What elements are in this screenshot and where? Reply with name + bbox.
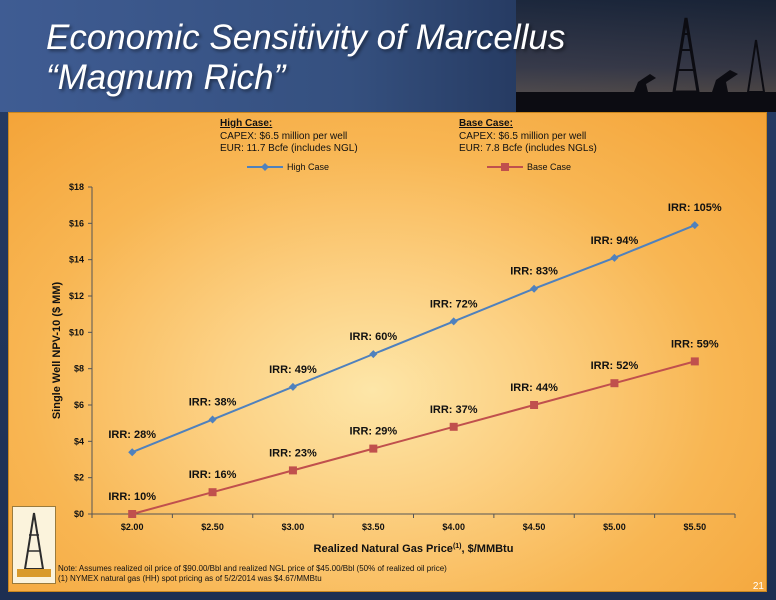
y-tick-label: $0 xyxy=(74,509,84,519)
base-case-capex: CAPEX: $6.5 million per well xyxy=(459,130,587,142)
y-axis-title: Single Well NPV-10 ($ MM) xyxy=(51,282,63,420)
chart-notes: Note: Assumes realized oil price of $90.… xyxy=(58,564,447,584)
legend-marker-base xyxy=(487,163,523,171)
note-line-1: Note: Assumes realized oil price of $90.… xyxy=(58,564,447,573)
data-point-base xyxy=(690,357,699,366)
data-point-base xyxy=(530,401,539,409)
y-tick-label: $6 xyxy=(74,400,84,410)
oil-rig-photo xyxy=(516,0,776,112)
data-point-high xyxy=(610,253,619,262)
data-point-base xyxy=(610,379,619,388)
data-point-high xyxy=(128,448,137,457)
x-tick-label: $2.00 xyxy=(121,522,144,532)
irr-label-high: IRR: 105% xyxy=(668,202,722,214)
high-case-info: High Case: CAPEX: $6.5 million per well … xyxy=(220,118,358,156)
legend-label-high: High Case xyxy=(287,162,330,172)
data-point-base xyxy=(449,422,458,431)
data-point-base xyxy=(369,444,378,453)
x-tick-label: $3.00 xyxy=(282,522,305,532)
irr-label-high: IRR: 28% xyxy=(108,429,156,441)
y-tick-label: $18 xyxy=(69,182,84,192)
base-case-header: Base Case: xyxy=(459,118,513,129)
data-point-high xyxy=(288,382,297,391)
company-logo xyxy=(12,506,56,584)
irr-label-base: IRR: 44% xyxy=(510,382,558,394)
high-case-header: High Case: xyxy=(220,118,273,129)
irr-label-base: IRR: 23% xyxy=(269,447,317,459)
data-point-high xyxy=(449,317,458,326)
series-line-base xyxy=(131,360,696,515)
page-number: 21 xyxy=(752,581,764,592)
data-point-base xyxy=(208,488,217,497)
high-case-eur: EUR: 11.7 Bcfe (includes NGL) xyxy=(220,143,358,154)
data-point-base xyxy=(288,466,297,475)
irr-label-base: IRR: 52% xyxy=(591,360,639,372)
data-point-high xyxy=(369,350,378,359)
irr-label-base: IRR: 29% xyxy=(349,426,397,438)
x-tick-label: $4.50 xyxy=(523,522,546,532)
note-line-2: (1) NYMEX natural gas (HH) spot pricing … xyxy=(58,574,322,583)
data-point-high xyxy=(690,221,699,230)
irr-label-high: IRR: 72% xyxy=(430,298,478,310)
x-axis-title: Realized Natural Gas Price(1), $/MMBtu xyxy=(314,543,514,555)
irr-label-base: IRR: 16% xyxy=(189,469,237,481)
data-point-high xyxy=(530,284,539,293)
y-tick-label: $10 xyxy=(69,327,84,337)
x-tick-label: $3.50 xyxy=(362,522,385,532)
high-case-capex: CAPEX: $6.5 million per well xyxy=(220,130,348,142)
irr-label-high: IRR: 83% xyxy=(510,266,558,278)
legend-marker-high xyxy=(247,163,283,171)
legend-label-base: Base Case xyxy=(527,162,572,172)
x-tick-label: $2.50 xyxy=(201,522,224,532)
y-tick-label: $4 xyxy=(74,436,84,446)
irr-label-base: IRR: 37% xyxy=(430,404,478,416)
x-tick-label: $5.00 xyxy=(603,522,626,532)
base-case-info: Base Case: CAPEX: $6.5 million per well … xyxy=(459,118,597,156)
y-tick-label: $2 xyxy=(74,473,84,483)
x-tick-label: $4.00 xyxy=(442,522,465,532)
irr-label-base: IRR: 59% xyxy=(671,338,719,350)
y-tick-label: $12 xyxy=(69,291,84,301)
x-tick-label: $5.50 xyxy=(684,522,707,532)
y-tick-label: $8 xyxy=(74,364,84,374)
irr-label-high: IRR: 49% xyxy=(269,364,317,376)
y-tick-label: $14 xyxy=(69,255,84,265)
data-point-base xyxy=(128,510,137,518)
series-line-high xyxy=(131,224,696,454)
irr-label-high: IRR: 38% xyxy=(189,397,237,409)
legend-item-base-case: Base Case xyxy=(487,162,571,172)
y-tick-label: $16 xyxy=(69,218,84,228)
irr-label-high: IRR: 94% xyxy=(591,235,639,247)
base-case-eur: EUR: 7.8 Bcfe (includes NGLs) xyxy=(459,143,597,154)
legend-item-high-case: High Case xyxy=(247,162,329,172)
slide-title: Economic Sensitivity of Marcellus “Magnu… xyxy=(46,18,566,97)
data-point-high xyxy=(208,415,217,424)
irr-label-base: IRR: 10% xyxy=(108,491,156,503)
irr-label-high: IRR: 60% xyxy=(349,331,397,343)
